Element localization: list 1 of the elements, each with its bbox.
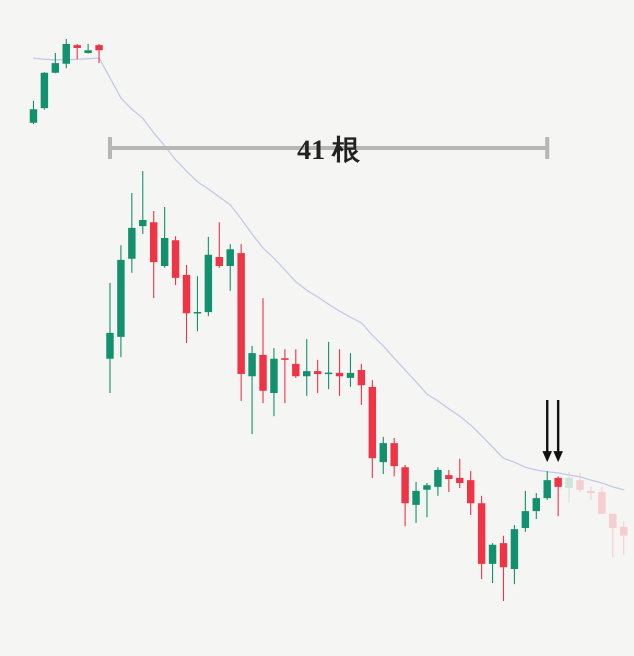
annotation: 41 根 (297, 135, 362, 166)
